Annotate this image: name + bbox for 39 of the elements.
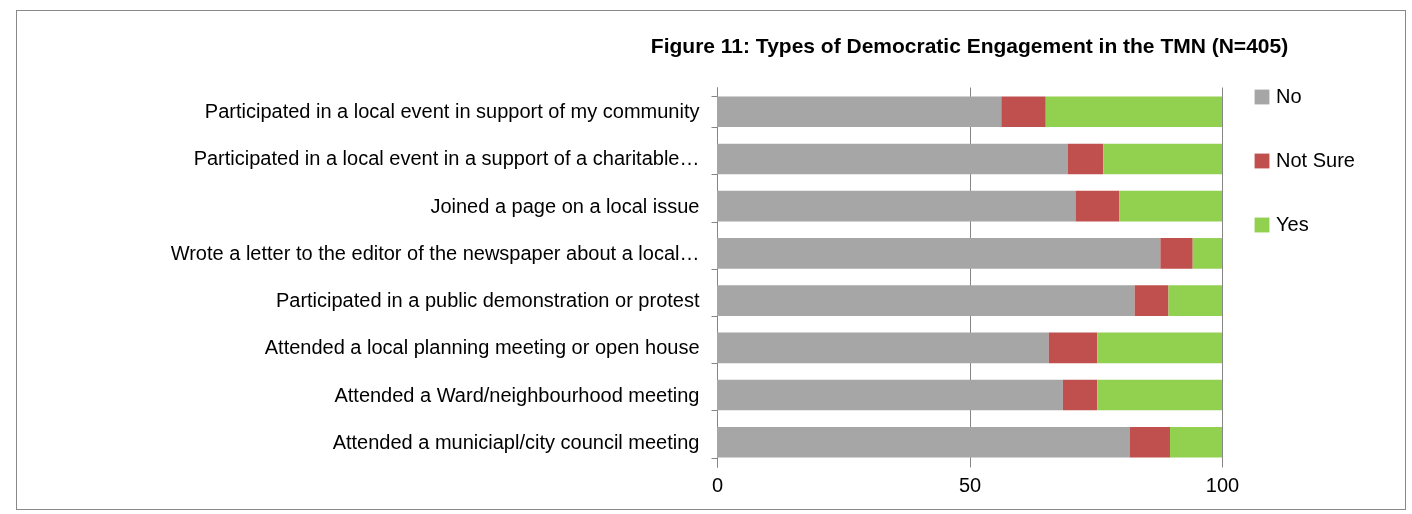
- bar: [1048, 332, 1098, 364]
- bar: [1119, 190, 1222, 222]
- bar: [717, 238, 1161, 269]
- bar: [717, 285, 1135, 316]
- bar: [1067, 143, 1104, 175]
- bar: [1129, 426, 1170, 458]
- y-tick-label: Attended a Ward/neighbourhood meeting: [334, 383, 700, 406]
- y-tick-label: Wrote a letter to the editor of the newspaper about a local…: [170, 241, 700, 264]
- bar: [717, 332, 1049, 364]
- y-tick-label: Joined a page on a local issue: [430, 194, 700, 217]
- legend-label: Yes: [1276, 213, 1309, 235]
- legend-label: No: [1276, 85, 1302, 107]
- y-tick-label: Attended a local planning meeting or open house: [264, 336, 700, 359]
- chart-title: Figure 11: Types of Democratic Engagement in the TMN (N=405): [650, 34, 1289, 57]
- bar: [1103, 143, 1222, 175]
- bar: [717, 190, 1076, 222]
- bar: [717, 379, 1063, 411]
- x-tick-label: 100: [1205, 473, 1240, 496]
- y-tick-label: Participated in a local event in support of my community: [204, 100, 700, 123]
- bar: [1001, 96, 1046, 128]
- bar: [1192, 238, 1222, 269]
- bar: [1045, 96, 1222, 128]
- bar: [1134, 285, 1169, 316]
- bar: [1062, 379, 1098, 411]
- bar: [717, 426, 1130, 458]
- bar: [1160, 238, 1193, 269]
- y-tick-label: Attended a municiapl/city council meeting: [332, 430, 700, 453]
- bar: [1169, 426, 1222, 458]
- x-tick-label: 0: [711, 473, 724, 496]
- bar: [1097, 379, 1222, 411]
- bar: [1075, 190, 1120, 222]
- bar: [717, 96, 1002, 128]
- x-tick-label: 50: [958, 473, 982, 496]
- y-tick-label: Participated in a public demonstration or protest: [275, 289, 700, 312]
- y-tick-label: Participated in a local event in a support of a charitable…: [193, 147, 700, 170]
- legend-label: Not Sure: [1276, 149, 1355, 171]
- bar: [717, 143, 1068, 175]
- bar: [1097, 332, 1222, 364]
- bar: [1168, 285, 1222, 316]
